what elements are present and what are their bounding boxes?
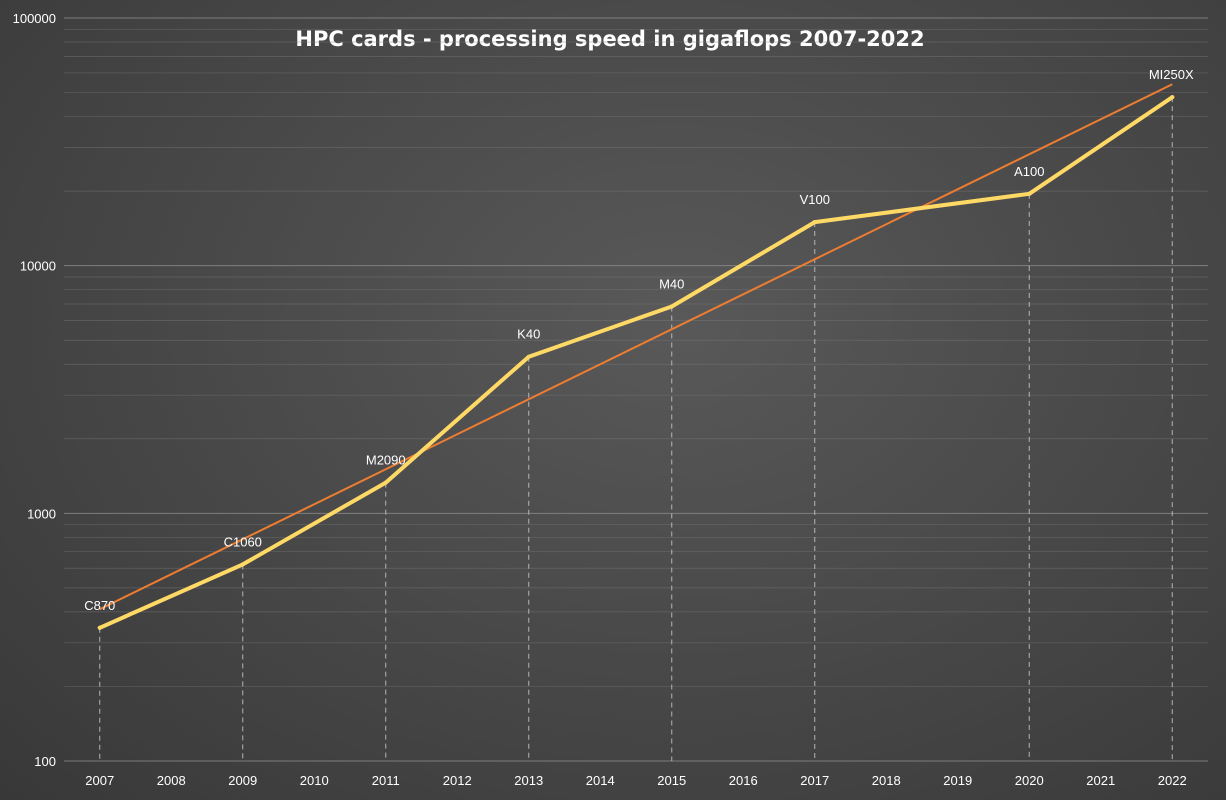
x-tick-label: 2010 [300,773,329,788]
data-label: C1060 [224,534,262,549]
data-point [526,354,531,359]
x-tick-label: 2011 [372,773,400,788]
x-tick-label: 2021 [1086,773,1115,788]
data-point [240,562,245,567]
data-point [669,304,674,309]
minor-gridlines [64,28,1208,687]
data-label: MI250X [1149,67,1194,82]
data-label: K40 [517,327,540,342]
y-tick-label: 100 [34,754,56,769]
y-tick-label: 100000 [13,11,56,26]
x-tick-label: 2015 [657,773,686,788]
data-label: C870 [84,598,115,613]
x-tick-label: 2012 [443,773,472,788]
trend-line [99,83,1173,611]
x-tick-label: 2009 [228,773,257,788]
major-gridlines [64,17,1208,762]
y-axis-ticks: 100 1000 10000 100000 [13,11,56,769]
y-tick-label: 10000 [20,259,56,274]
x-tick-label: 2013 [514,773,543,788]
data-labels: C870 C1060 M2090 K40 M40 V100 A100 MI250X [84,67,1194,613]
x-tick-label: 2014 [586,773,615,788]
data-label: V100 [800,192,830,207]
x-tick-label: 2022 [1158,773,1187,788]
x-tick-label: 2016 [729,773,758,788]
x-tick-label: 2007 [85,773,114,788]
chart-title: HPC cards - processing speed in gigaflop… [295,27,924,51]
data-point [1027,191,1032,196]
x-tick-label: 2008 [157,773,186,788]
series-line [97,95,1175,630]
x-axis-ticks: 2007 2008 2009 2010 2011 2012 2013 2014 2015 2016… [85,773,1186,788]
drop-lines [99,97,1173,761]
data-point [1170,95,1175,100]
x-tick-label: 2017 [800,773,829,788]
data-label: M2090 [366,453,406,468]
data-label: M40 [659,277,684,292]
data-point [812,220,817,225]
x-tick-label: 2018 [872,773,901,788]
x-tick-label: 2019 [943,773,972,788]
x-tick-label: 2020 [1015,773,1044,788]
data-label: A100 [1014,164,1044,179]
series-layer [97,83,1175,630]
data-point [97,625,102,630]
data-point [383,480,388,485]
y-tick-label: 1000 [27,506,56,521]
